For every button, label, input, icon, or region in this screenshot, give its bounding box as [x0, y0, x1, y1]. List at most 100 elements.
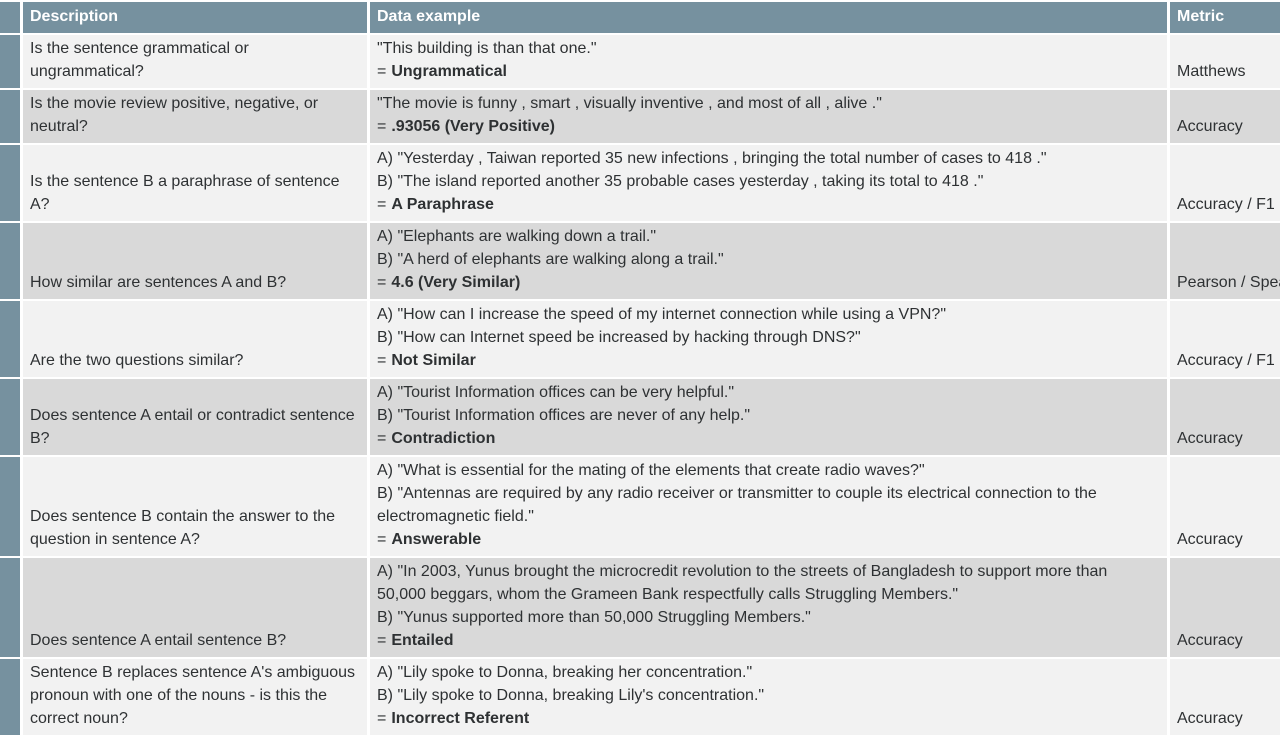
metric-cell: Accuracy — [1170, 457, 1280, 556]
answer-label: Ungrammatical — [391, 63, 507, 80]
description-column-header: Description — [23, 2, 367, 33]
data-example-cell: A) "Elephants are walking down a trail."… — [370, 223, 1167, 299]
example-sentence-b: B) "A herd of elephants are walking alon… — [377, 251, 724, 268]
metric-cell: Accuracy — [1170, 379, 1280, 455]
equals-sign: = — [377, 430, 387, 447]
equals-sign: = — [377, 196, 387, 213]
description-text: How similar are sentences A and B? — [30, 274, 287, 291]
data-example-cell: A) "Tourist Information offices can be v… — [370, 379, 1167, 455]
example-sentence-a: A) "Tourist Information offices can be v… — [377, 384, 735, 401]
answer-label: A Paraphrase — [391, 196, 494, 213]
data-example-cell: "This building is than that one." = Ungra… — [370, 35, 1167, 88]
description-cell: Is the sentence B a paraphrase of senten… — [23, 145, 367, 221]
data-example-cell: A) "What is essential for the mating of … — [370, 457, 1167, 556]
answer-line: = Answerable — [377, 528, 1159, 551]
answer-line: = Ungrammatical — [377, 60, 1159, 83]
answer-label: Incorrect Referent — [391, 710, 530, 727]
equals-sign: = — [377, 531, 387, 548]
metric-text: Accuracy — [1177, 430, 1243, 447]
data-example-cell: A) "In 2003, Yunus brought the microcred… — [370, 558, 1167, 657]
example-sentence-a: A) "What is essential for the mating of … — [377, 462, 925, 479]
description-text: Does sentence A entail sentence B? — [30, 632, 287, 649]
name-column-header — [0, 2, 20, 33]
example-sentence-a: A) "Yesterday , Taiwan reported 35 new i… — [377, 150, 1047, 167]
metric-cell: Matthews — [1170, 35, 1280, 88]
description-cell: Does sentence A entail sentence B? — [23, 558, 367, 657]
answer-label: .93056 (Very Positive) — [391, 118, 555, 135]
metric-column-header: Metric — [1170, 2, 1280, 33]
task-name-cell — [0, 35, 20, 88]
task-name-cell — [0, 301, 20, 377]
table-row: Sentence B replaces sentence A's ambiguo… — [0, 659, 1280, 735]
equals-sign: = — [377, 118, 387, 135]
equals-sign: = — [377, 632, 387, 649]
table-row: Is the sentence grammatical or ungrammat… — [0, 35, 1280, 88]
example-sentence: "This building is than that one." — [377, 40, 597, 57]
task-name-cell — [0, 145, 20, 221]
task-name-cell — [0, 659, 20, 735]
table-header-row: Description Data example Metric — [0, 2, 1280, 33]
metric-cell: Accuracy — [1170, 558, 1280, 657]
metric-text: Accuracy — [1177, 710, 1243, 727]
table-row: Is the movie review positive, negative, … — [0, 90, 1280, 143]
equals-sign: = — [377, 63, 387, 80]
example-sentence-b: B) "Tourist Information offices are neve… — [377, 407, 751, 424]
table-row: Does sentence A entail sentence B? A) "I… — [0, 558, 1280, 657]
example-sentence-b: B) "The island reported another 35 proba… — [377, 173, 984, 190]
description-cell: Sentence B replaces sentence A's ambiguo… — [23, 659, 367, 735]
table-row: Are the two questions similar? A) "How c… — [0, 301, 1280, 377]
equals-sign: = — [377, 274, 387, 291]
answer-line: = .93056 (Very Positive) — [377, 115, 1159, 138]
example-sentence-b: B) "Lily spoke to Donna, breaking Lily's… — [377, 687, 765, 704]
metric-text: Accuracy / F1 — [1177, 352, 1275, 369]
example-sentence-a: A) "In 2003, Yunus brought the microcred… — [377, 563, 1108, 603]
description-cell: Is the movie review positive, negative, … — [23, 90, 367, 143]
equals-sign: = — [377, 352, 387, 369]
task-name-cell — [0, 90, 20, 143]
task-name-cell — [0, 558, 20, 657]
metric-cell: Accuracy — [1170, 659, 1280, 735]
example-sentence-b: B) "Antennas are required by any radio r… — [377, 485, 1097, 525]
metric-cell: Accuracy — [1170, 90, 1280, 143]
answer-line: = 4.6 (Very Similar) — [377, 271, 1159, 294]
answer-line: = Entailed — [377, 629, 1159, 652]
metric-text: Accuracy — [1177, 531, 1243, 548]
task-name-cell — [0, 223, 20, 299]
metric-text: Accuracy — [1177, 632, 1243, 649]
metric-text: Accuracy / F1 — [1177, 196, 1275, 213]
metric-text: Matthews — [1177, 63, 1246, 80]
description-text: Is the sentence B a paraphrase of senten… — [30, 173, 340, 213]
example-sentence-a: A) "Elephants are walking down a trail." — [377, 228, 657, 245]
description-text: Does sentence A entail or contradict sen… — [30, 407, 355, 447]
answer-line: = Not Similar — [377, 349, 1159, 372]
table-row: How similar are sentences A and B? A) "E… — [0, 223, 1280, 299]
answer-label: Answerable — [391, 531, 482, 548]
description-cell: Are the two questions similar? — [23, 301, 367, 377]
example-sentence-b: B) "How can Internet speed be increased … — [377, 329, 861, 346]
task-name-cell — [0, 379, 20, 455]
task-name-cell — [0, 457, 20, 556]
example-sentence-b: B) "Yunus supported more than 50,000 Str… — [377, 609, 811, 626]
data-example-cell: A) "Lily spoke to Donna, breaking her co… — [370, 659, 1167, 735]
metric-cell: Accuracy / F1 — [1170, 301, 1280, 377]
table-row: Is the sentence B a paraphrase of senten… — [0, 145, 1280, 221]
metric-cell: Pearson / Spearman — [1170, 223, 1280, 299]
description-cell: Is the sentence grammatical or ungrammat… — [23, 35, 367, 88]
metric-cell: Accuracy / F1 — [1170, 145, 1280, 221]
answer-label: Not Similar — [391, 352, 476, 369]
description-text: Does sentence B contain the answer to th… — [30, 508, 336, 548]
description-cell: Does sentence B contain the answer to th… — [23, 457, 367, 556]
example-sentence: "The movie is funny , smart , visually i… — [377, 95, 882, 112]
data-example-cell: A) "Yesterday , Taiwan reported 35 new i… — [370, 145, 1167, 221]
answer-line: = A Paraphrase — [377, 193, 1159, 216]
table-row: Does sentence B contain the answer to th… — [0, 457, 1280, 556]
description-cell: Does sentence A entail or contradict sen… — [23, 379, 367, 455]
description-text: Are the two questions similar? — [30, 352, 244, 369]
equals-sign: = — [377, 710, 387, 727]
answer-line: = Incorrect Referent — [377, 707, 1159, 730]
data-example-cell: A) "How can I increase the speed of my i… — [370, 301, 1167, 377]
answer-line: = Contradiction — [377, 427, 1159, 450]
answer-label: Contradiction — [391, 430, 496, 447]
answer-label: Entailed — [391, 632, 454, 649]
